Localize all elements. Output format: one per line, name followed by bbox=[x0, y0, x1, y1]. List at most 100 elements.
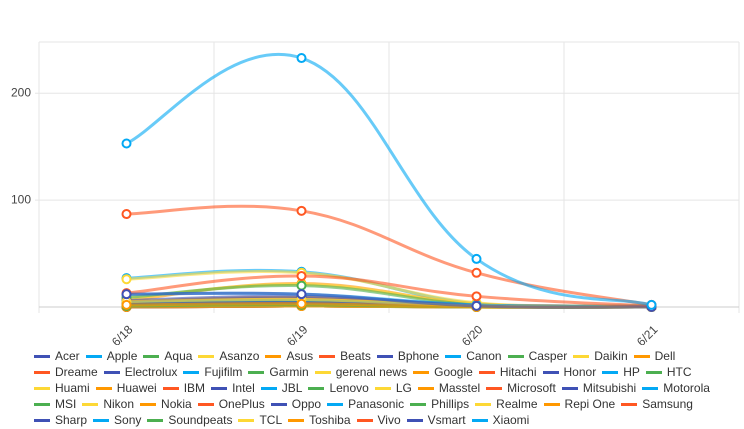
legend-swatch bbox=[478, 370, 495, 374]
legend-item[interactable]: Soundpeats bbox=[147, 412, 232, 428]
legend-item[interactable]: Honor bbox=[542, 364, 597, 380]
legend-swatch bbox=[356, 418, 373, 422]
legend-item[interactable]: Panasonic bbox=[327, 396, 404, 412]
legend-item[interactable]: Fujifilm bbox=[183, 364, 242, 380]
legend-item[interactable]: IBM bbox=[162, 380, 205, 396]
legend-label: Oppo bbox=[291, 397, 322, 411]
legend-label: Masstel bbox=[438, 381, 481, 395]
point bbox=[121, 289, 132, 300]
legend-item[interactable]: Vsmart bbox=[406, 412, 466, 428]
legend-item[interactable]: Sharp bbox=[34, 412, 87, 428]
legend-swatch bbox=[319, 354, 336, 358]
legend-item[interactable]: Huawei bbox=[95, 380, 157, 396]
legend-label: Sony bbox=[114, 413, 142, 427]
legend-label: Bphone bbox=[397, 349, 440, 363]
legend-item[interactable]: Dreame bbox=[34, 364, 98, 380]
legend-item[interactable]: Aqua bbox=[143, 348, 192, 364]
legend-swatch bbox=[265, 354, 282, 358]
point bbox=[121, 209, 132, 220]
legend-item[interactable]: gerenal news bbox=[314, 364, 407, 380]
legend-label: Soundpeats bbox=[168, 413, 233, 427]
legend-item[interactable]: Microsoft bbox=[486, 380, 556, 396]
legend-label: Electrolux bbox=[124, 365, 178, 379]
legend-swatch bbox=[147, 418, 164, 422]
legend-swatch bbox=[308, 386, 325, 390]
legend-swatch bbox=[183, 370, 200, 374]
legend-swatch bbox=[561, 386, 578, 390]
legend-label: Vivo bbox=[377, 413, 401, 427]
x-tick-label: 6/21 bbox=[634, 322, 661, 345]
legend-item[interactable]: LG bbox=[374, 380, 412, 396]
legend-item[interactable]: Motorola bbox=[642, 380, 710, 396]
legend-item[interactable]: Apple bbox=[85, 348, 137, 364]
legend-item[interactable]: Casper bbox=[507, 348, 567, 364]
legend-swatch bbox=[85, 354, 102, 358]
legend-item[interactable]: Asus bbox=[265, 348, 313, 364]
legend-item[interactable]: Hitachi bbox=[478, 364, 537, 380]
chart: 100 200 6/18 6/19 6/20 6/21 bbox=[11, 41, 740, 345]
legend-label: Garmin bbox=[269, 365, 309, 379]
legend-item[interactable]: Toshiba bbox=[288, 412, 351, 428]
legend-label: Honor bbox=[563, 365, 597, 379]
legend-item[interactable]: Nikon bbox=[82, 396, 134, 412]
legend-item[interactable]: Lenovo bbox=[308, 380, 369, 396]
legend-item[interactable]: Intel bbox=[211, 380, 255, 396]
point bbox=[471, 267, 482, 278]
legend-swatch bbox=[198, 354, 215, 358]
point bbox=[296, 205, 307, 216]
legend-item[interactable]: Samsung bbox=[621, 396, 693, 412]
legend-label: Realme bbox=[496, 397, 538, 411]
legend-swatch bbox=[314, 370, 331, 374]
legend-swatch bbox=[543, 402, 560, 406]
legend-item[interactable]: JBL bbox=[260, 380, 302, 396]
legend-label: Xiaomi bbox=[492, 413, 530, 427]
legend-swatch bbox=[406, 418, 423, 422]
legend-item[interactable]: Electrolux bbox=[103, 364, 178, 380]
legend-swatch bbox=[260, 386, 277, 390]
legend-item[interactable]: Vivo bbox=[356, 412, 401, 428]
legend-item[interactable]: Mitsubishi bbox=[561, 380, 636, 396]
legend-item[interactable]: Repi One bbox=[543, 396, 616, 412]
point bbox=[471, 253, 482, 264]
legend-item[interactable]: Google bbox=[413, 364, 473, 380]
legend-item[interactable]: Asanzo bbox=[198, 348, 259, 364]
legend-label: Nokia bbox=[161, 397, 192, 411]
legend-item[interactable]: Sony bbox=[93, 412, 141, 428]
legend-item[interactable]: TCL bbox=[238, 412, 282, 428]
legend-item[interactable]: Beats bbox=[319, 348, 371, 364]
legend-label: Hitachi bbox=[499, 365, 537, 379]
legend-swatch bbox=[471, 418, 488, 422]
legend-label: Canon bbox=[466, 349, 502, 363]
legend-label: Repi One bbox=[564, 397, 616, 411]
legend-item[interactable]: Bphone bbox=[376, 348, 440, 364]
legend-swatch bbox=[248, 370, 265, 374]
legend-item[interactable]: OnePlus bbox=[197, 396, 265, 412]
legend-item[interactable]: Oppo bbox=[270, 396, 322, 412]
legend-item[interactable]: Acer bbox=[34, 348, 80, 364]
legend-label: HP bbox=[623, 365, 640, 379]
legend-item[interactable]: Garmin bbox=[248, 364, 309, 380]
legend-swatch bbox=[270, 402, 287, 406]
legend-item[interactable]: MSI bbox=[34, 396, 76, 412]
legend-item[interactable]: Realme bbox=[475, 396, 538, 412]
legend-swatch bbox=[140, 402, 157, 406]
legend-item[interactable]: HP bbox=[602, 364, 640, 380]
legend-swatch bbox=[642, 386, 659, 390]
legend-item[interactable]: Dell bbox=[633, 348, 675, 364]
y-tick-label: 100 bbox=[11, 192, 31, 206]
legend-label: LG bbox=[395, 381, 412, 395]
legend-item[interactable]: Nokia bbox=[140, 396, 192, 412]
legend-item[interactable]: Phillips bbox=[410, 396, 469, 412]
legend-label: Microsoft bbox=[507, 381, 556, 395]
legend-item[interactable]: Huami bbox=[34, 380, 90, 396]
legend-swatch bbox=[238, 418, 255, 422]
legend-item[interactable]: HTC bbox=[645, 364, 692, 380]
legend-item[interactable]: Masstel bbox=[417, 380, 481, 396]
legend-swatch bbox=[95, 386, 112, 390]
legend-label: Asus bbox=[286, 349, 314, 363]
legend-label: Lenovo bbox=[329, 381, 369, 395]
legend-item[interactable]: Daikin bbox=[573, 348, 628, 364]
legend-item[interactable]: Xiaomi bbox=[471, 412, 530, 428]
legend-item[interactable]: Canon bbox=[445, 348, 502, 364]
legend-swatch bbox=[82, 402, 99, 406]
